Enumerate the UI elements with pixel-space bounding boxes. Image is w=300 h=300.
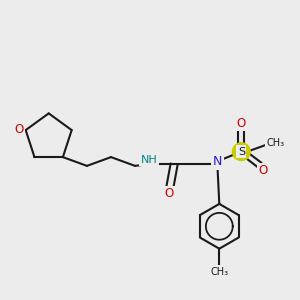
Text: O: O <box>164 187 173 200</box>
Text: N: N <box>213 155 222 169</box>
Text: S: S <box>238 147 245 157</box>
Circle shape <box>232 143 250 160</box>
Text: O: O <box>237 117 246 130</box>
Text: CH₃: CH₃ <box>210 267 228 277</box>
Text: NH: NH <box>140 155 157 165</box>
Text: CH₃: CH₃ <box>267 138 285 148</box>
Text: O: O <box>15 122 24 136</box>
Text: O: O <box>258 164 267 177</box>
